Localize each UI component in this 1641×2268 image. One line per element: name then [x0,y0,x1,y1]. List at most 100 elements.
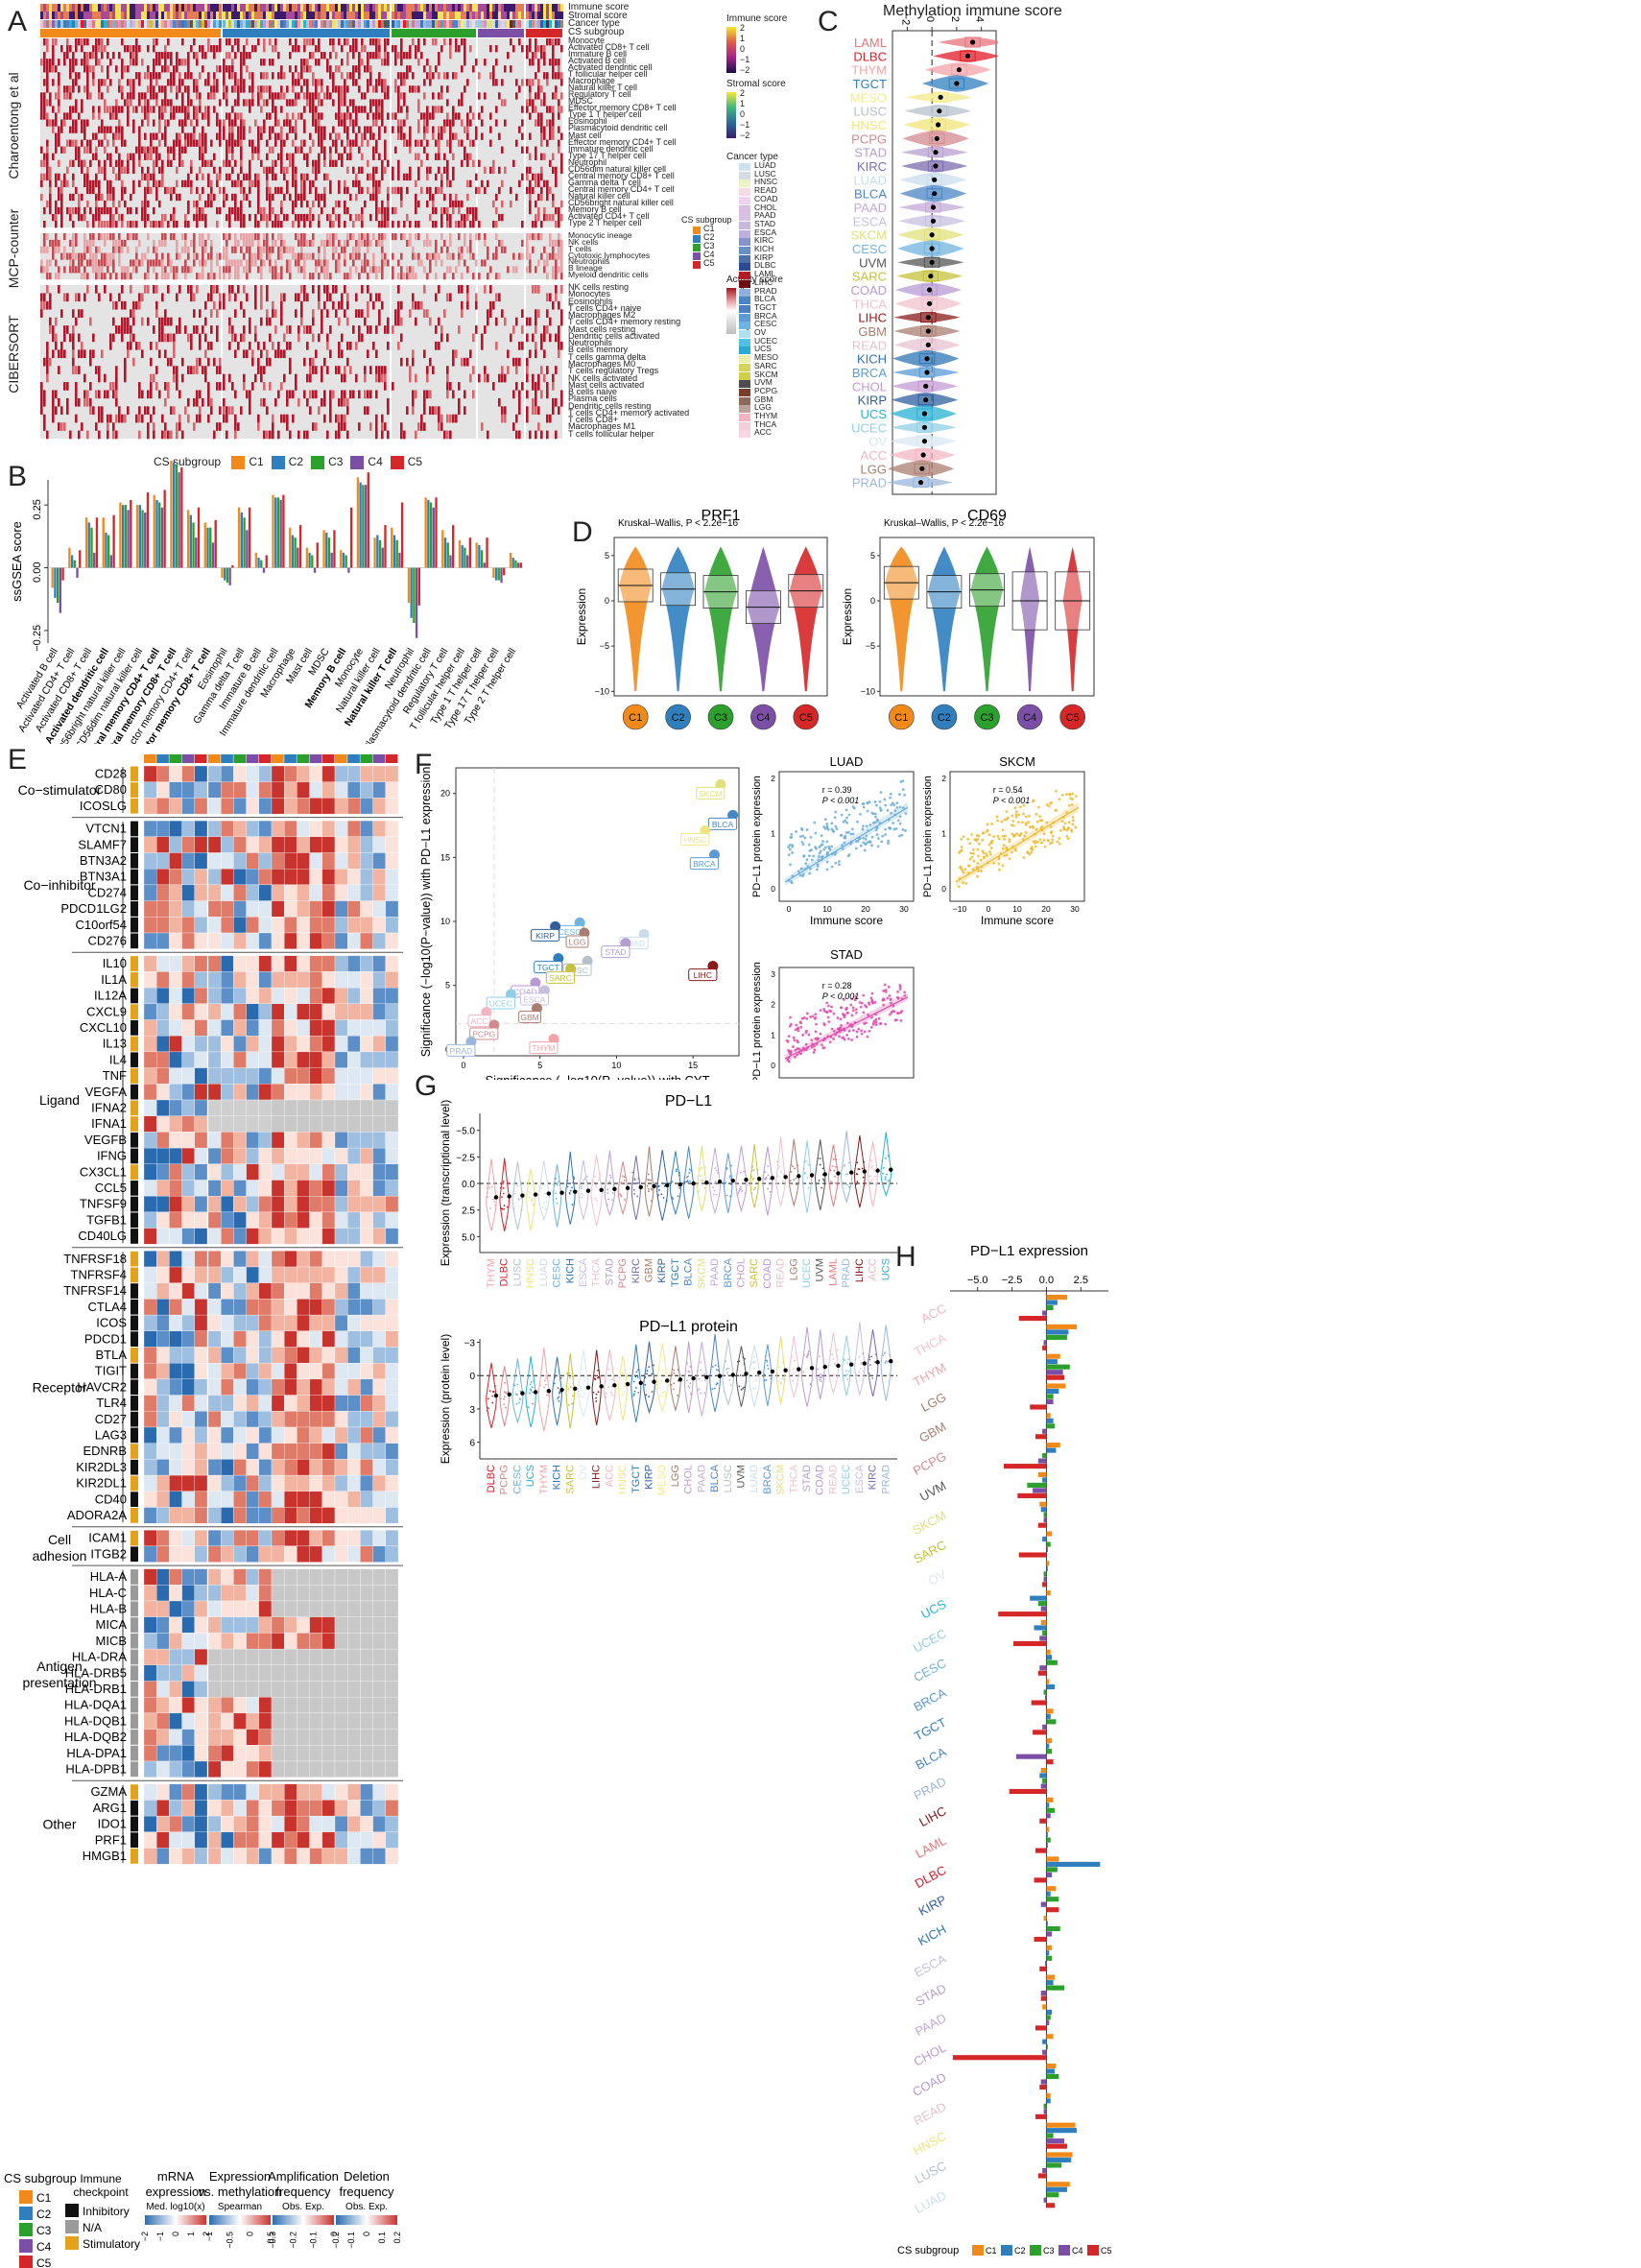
heatmap-cell [481,179,484,188]
d-stat: Kruskal–Wallis, P < 2.2e−16 [618,518,739,529]
heatmap-cell [367,159,369,167]
heatmap-cell [43,390,46,399]
heatmap-cell [92,72,95,80]
heatmap-cell [118,119,121,127]
heatmap-cell [243,186,246,195]
b-bar [257,558,260,568]
heatmap-cell [254,293,257,302]
heatmap-cell [384,52,387,60]
heatmap-cell [228,146,231,154]
heatmap-cell [435,406,438,416]
heatmap-cell [323,153,326,160]
heatmap-cell [295,233,297,241]
e-heat-cell [156,798,170,815]
b-bar [209,527,212,568]
heatmap-cell [115,325,118,334]
heatmap-cell [560,390,563,399]
cancer-legend-swatch [739,396,750,405]
heatmap-cell [429,193,432,202]
heatmap-cell [381,59,384,66]
heatmap-cell [240,200,243,208]
heatmap-cell [155,186,158,195]
heatmap-cell [358,273,361,280]
heatmap-cell [92,213,95,222]
heatmap-cell [329,159,332,167]
heatmap-cell [89,65,92,73]
heatmap-cell [546,309,549,318]
track-cell [349,12,352,19]
heatmap-cell [75,139,78,147]
track-cell [69,12,72,19]
e-heat-cell [156,900,170,918]
heatmap-cell [315,266,318,274]
cancer-legend-label: THCA [754,418,777,429]
c-median-dot [917,480,924,486]
heatmap-cell [104,132,107,140]
heatmap-cell [98,126,101,133]
heatmap-cell [495,193,498,202]
heatmap-cell [213,92,216,100]
panel-c-violin: Methylation immune score −2 0 2 4 LAML DLBC TH… [825,0,1062,499]
heatmap-cell [286,390,289,399]
heatmap-cell [43,92,46,100]
heatmap-cell [83,390,86,399]
heatmap-cell [323,132,326,140]
heatmap-cell [543,179,546,188]
heatmap-cell [361,139,364,147]
heatmap-cell [537,65,540,73]
heatmap-cell [89,52,92,60]
track-cell [558,4,560,12]
track-cell [315,4,318,12]
heatmap-cell [318,126,321,133]
heatmap-cell [526,186,529,195]
heatmap-cell [384,59,387,66]
heatmap-cell [104,233,107,241]
e-heat-cell [385,836,399,853]
heatmap-cell [529,79,532,86]
heatmap-cell [309,132,312,140]
heatmap-cell [226,246,228,253]
e-heat-cell [284,917,297,934]
heatmap-cell [292,99,295,107]
track-cell [112,4,115,12]
heatmap-cell [240,186,243,195]
heatmap-cell [423,309,426,318]
heatmap-cell [417,252,420,260]
heatmap-cell [104,146,107,154]
heatmap-cell [170,146,173,154]
heatmap-cell [181,179,184,188]
heatmap-cell [98,38,101,46]
e-heat-cell [246,781,259,799]
heatmap-cell [338,200,341,208]
heatmap-cell [417,153,420,160]
heatmap-cell [306,85,309,93]
heatmap-cell [292,45,295,53]
heatmap-cell [338,349,341,359]
heatmap-cell [558,233,560,241]
heatmap-cell [309,179,312,188]
heatmap-cell [338,38,341,46]
heatmap-cell [409,273,412,280]
b-bar [84,517,88,568]
heatmap-cell [552,132,555,140]
heatmap-cell [78,200,81,208]
row-label: T cells [568,243,592,253]
heatmap-cell [98,85,101,93]
heatmap-cell [323,239,326,248]
heatmap-cell [394,85,397,93]
heatmap-cell [367,239,369,248]
heatmap-cell [512,325,515,334]
heatmap-cell [161,233,164,241]
heatmap-cell [387,85,390,93]
heatmap-cell [184,119,187,127]
heatmap-cell [332,206,335,215]
heatmap-cell [335,285,338,294]
track-cell [289,4,292,12]
heatmap-cell [112,106,115,113]
heatmap-cell [219,65,222,73]
heatmap-cell [274,213,277,222]
heatmap-cell [40,179,43,188]
track-cell [349,20,352,28]
heatmap-cell [46,300,49,310]
heatmap-cell [466,266,469,274]
